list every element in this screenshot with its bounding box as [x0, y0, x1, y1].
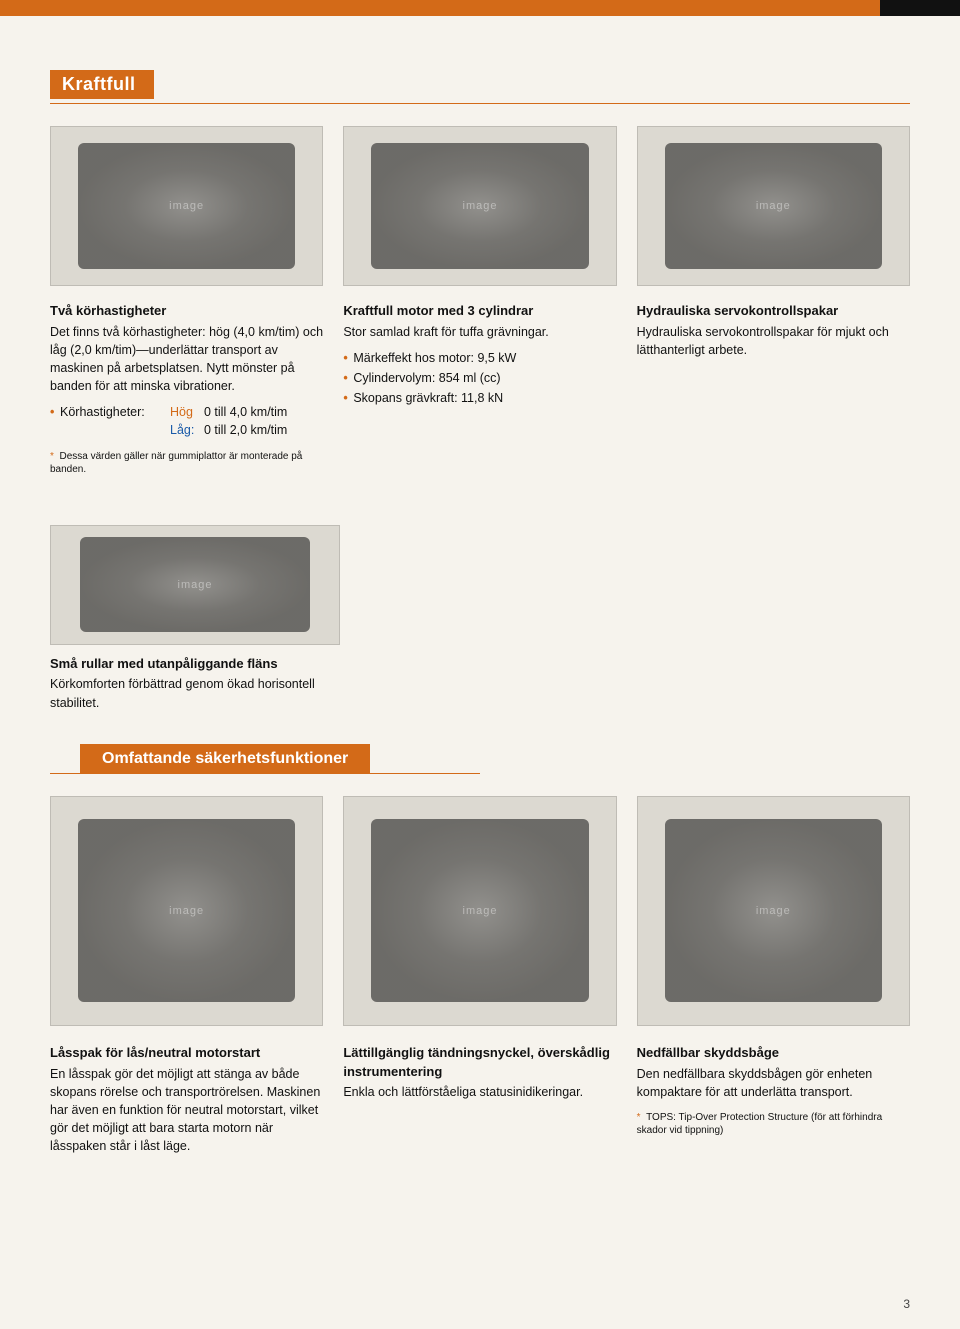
section-title-safety: Omfattande säkerhetsfunktioner: [80, 744, 370, 774]
section-heading-kraftfull: Kraftfull: [50, 70, 910, 99]
body-tops: Den nedfällbara skyddsbågen gör enheten …: [637, 1065, 910, 1101]
footnote-speeds-text: Dessa värden gäller när gummiplattor är …: [50, 451, 302, 476]
engine-bullets: Märkeffekt hos motor: 9,5 kW Cylindervol…: [343, 349, 616, 407]
speed-lo-label: Låg:: [170, 421, 204, 439]
image-tops-rollbar: [637, 796, 910, 1026]
text-row-1: Två körhastigheter Det finns två körhast…: [50, 302, 910, 485]
image-rollers: [50, 525, 340, 645]
speed-lo-value: 0 till 2,0 km/tim: [204, 421, 323, 439]
col-hydraulic: Hydrauliska servokontrollspakar Hydrauli…: [637, 302, 910, 485]
page-content: Kraftfull Två körhastigheter Det finns t…: [0, 16, 960, 1193]
col-rollers: Små rullar med utanpåliggande fläns Körk…: [50, 655, 340, 712]
speed-spec: Körhastigheter: Hög 0 till 4,0 km/tim Lå…: [50, 403, 323, 439]
image-row-2: [50, 525, 910, 645]
col-speeds: Två körhastigheter Det finns två körhast…: [50, 302, 323, 485]
body-lock: En låsspak gör det möjligt att stänga av…: [50, 1065, 323, 1156]
heading-engine: Kraftfull motor med 3 cylindrar: [343, 302, 616, 321]
footnote-tops: * TOPS: Tip-Over Protection Structure (f…: [637, 1111, 910, 1138]
top-bar: [0, 0, 960, 16]
heading-tops: Nedfällbar skyddsbåge: [637, 1044, 910, 1063]
image-row-1: [50, 126, 910, 286]
col-engine: Kraftfull motor med 3 cylindrar Stor sam…: [343, 302, 616, 485]
image-lock-lever: [50, 796, 323, 1026]
speed-hi-value: 0 till 4,0 km/tim: [204, 403, 323, 421]
speed-hi-label: Hög: [170, 403, 204, 421]
footnote-tops-text: TOPS: Tip-Over Protection Structure (för…: [637, 1112, 882, 1137]
section-title: Kraftfull: [50, 70, 154, 99]
col-ignition: Lättillgänglig tändningsnyckel, överskåd…: [343, 1044, 616, 1163]
bullet-displacement: Cylindervolym: 854 ml (cc): [343, 369, 616, 387]
text-row-3: Låsspak för lås/neutral motorstart En lå…: [50, 1044, 910, 1163]
page-number: 3: [903, 1297, 910, 1311]
divider: [50, 103, 910, 104]
footnote-speeds: * Dessa värden gäller när gummiplattor ä…: [50, 450, 323, 477]
heading-rollers: Små rullar med utanpåliggande fläns: [50, 655, 340, 674]
image-ignition-panel: [343, 796, 616, 1026]
section-safety-heading: Omfattande säkerhetsfunktioner: [50, 744, 910, 774]
bullet-digforce: Skopans grävkraft: 11,8 kN: [343, 389, 616, 407]
col-lock: Låsspak för lås/neutral motorstart En lå…: [50, 1044, 323, 1163]
body-ignition: Enkla och lättförståeliga statusinidiker…: [343, 1083, 616, 1101]
speed-label: Körhastigheter:: [60, 403, 170, 421]
heading-ignition: Lättillgänglig tändningsnyckel, överskåd…: [343, 1044, 616, 1082]
bullet-power: Märkeffekt hos motor: 9,5 kW: [343, 349, 616, 367]
body-speeds: Det finns två körhastigheter: hög (4,0 k…: [50, 323, 323, 396]
body-rollers: Körkomforten förbättrad genom ökad horis…: [50, 675, 340, 711]
heading-lock: Låsspak för lås/neutral motorstart: [50, 1044, 323, 1063]
top-bar-black: [880, 0, 960, 16]
heading-speeds: Två körhastigheter: [50, 302, 323, 321]
image-operator: [637, 126, 910, 286]
image-engine: [343, 126, 616, 286]
image-row-3: [50, 796, 910, 1026]
col-tops: Nedfällbar skyddsbåge Den nedfällbara sk…: [637, 1044, 910, 1163]
body-hydraulic: Hydrauliska servokontrollspakar för mjuk…: [637, 323, 910, 359]
body-engine: Stor samlad kraft för tuffa grävningar.: [343, 323, 616, 341]
heading-hydraulic: Hydrauliska servokontrollspakar: [637, 302, 910, 321]
section-rollers: Små rullar med utanpåliggande fläns Körk…: [50, 525, 910, 712]
image-tracks: [50, 126, 323, 286]
top-bar-orange: [0, 0, 880, 16]
